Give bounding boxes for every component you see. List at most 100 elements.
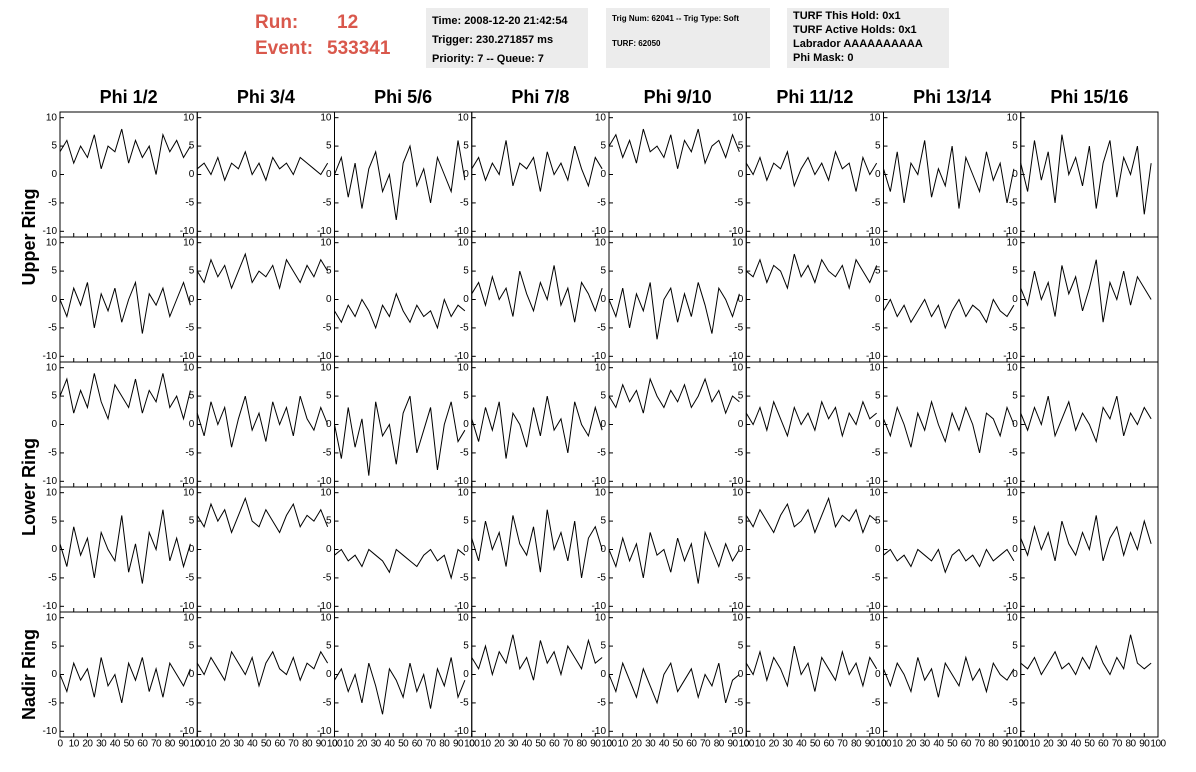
x-tick-label: 40 bbox=[247, 739, 258, 750]
x-tick-label: 100 bbox=[739, 739, 755, 750]
y-tick-label: 10 bbox=[183, 237, 195, 248]
y-tick-label: 0 bbox=[1012, 669, 1018, 680]
run-line: Run: 12 bbox=[255, 12, 358, 34]
x-tick-label: 50 bbox=[947, 739, 958, 750]
y-tick-label: -10 bbox=[592, 226, 607, 237]
x-tick-label: 90 bbox=[178, 739, 189, 750]
y-tick-label: -10 bbox=[43, 601, 58, 612]
waveform bbox=[1020, 134, 1152, 215]
row-title: Upper Ring bbox=[19, 189, 39, 286]
panel-frame bbox=[1020, 111, 1159, 238]
panel-frame bbox=[745, 486, 884, 613]
info-line: TURF Active Holds: 0x1 bbox=[793, 24, 917, 36]
waveform bbox=[59, 657, 191, 704]
x-tick-label: 90 bbox=[727, 739, 738, 750]
x-tick-label: 0 bbox=[1018, 739, 1024, 750]
y-tick-label: 0 bbox=[738, 419, 744, 430]
waveform bbox=[334, 395, 466, 476]
y-tick-label: 5 bbox=[875, 266, 881, 277]
info-line: Time: 2008-12-20 21:42:54 bbox=[432, 15, 568, 27]
x-tick-label: 80 bbox=[165, 739, 176, 750]
event-line: Event: 533341 bbox=[255, 38, 390, 60]
run-label: Run: bbox=[255, 12, 299, 33]
y-tick-label: 5 bbox=[51, 266, 57, 277]
y-tick-label: 10 bbox=[46, 362, 58, 373]
y-tick-label: 5 bbox=[326, 391, 332, 402]
y-tick-label: 10 bbox=[320, 112, 332, 123]
y-tick-label: -5 bbox=[323, 448, 332, 459]
y-tick-label: 5 bbox=[738, 141, 744, 152]
x-tick-label: 40 bbox=[796, 739, 807, 750]
x-tick-label: 0 bbox=[469, 739, 475, 750]
y-tick-label: 10 bbox=[869, 112, 881, 123]
y-tick-label: -10 bbox=[180, 476, 195, 487]
info-line: Priority: 7 -- Queue: 7 bbox=[432, 53, 544, 65]
x-tick-label: 90 bbox=[590, 739, 601, 750]
info-line: Trigger: 230.271857 ms bbox=[432, 34, 554, 46]
x-tick-label: 40 bbox=[522, 739, 533, 750]
x-tick-label: 30 bbox=[96, 739, 107, 750]
x-tick-label: 80 bbox=[576, 739, 587, 750]
y-tick-label: -10 bbox=[454, 226, 469, 237]
y-tick-label: -10 bbox=[866, 476, 881, 487]
x-tick-label: 0 bbox=[881, 739, 887, 750]
x-tick-label: 20 bbox=[769, 739, 780, 750]
waveform bbox=[196, 496, 329, 534]
x-tick-label: 10 bbox=[755, 739, 766, 750]
waveform bbox=[334, 292, 466, 330]
waveform bbox=[883, 140, 1015, 209]
x-tick-label: 20 bbox=[1043, 739, 1054, 750]
y-tick-label: -5 bbox=[460, 698, 469, 709]
y-tick-label: -5 bbox=[460, 198, 469, 209]
y-tick-label: -10 bbox=[1003, 726, 1018, 737]
x-tick-label: 10 bbox=[1029, 739, 1040, 750]
y-tick-label: -10 bbox=[1003, 351, 1018, 362]
waveform bbox=[883, 298, 1015, 330]
y-tick-label: 5 bbox=[189, 641, 195, 652]
event-label: Event: bbox=[255, 38, 314, 59]
y-tick-label: 10 bbox=[595, 362, 607, 373]
waveform bbox=[1020, 634, 1152, 676]
event-number: 533341 bbox=[327, 38, 391, 59]
column-title: Phi 5/6 bbox=[374, 87, 432, 107]
y-tick-label: 0 bbox=[51, 294, 57, 305]
y-tick-label: 10 bbox=[46, 237, 58, 248]
y-tick-label: -10 bbox=[454, 726, 469, 737]
x-tick-label: 80 bbox=[439, 739, 450, 750]
waveform bbox=[471, 265, 603, 323]
y-tick-label: 5 bbox=[1012, 391, 1018, 402]
x-tick-label: 90 bbox=[316, 739, 327, 750]
x-tick-label: 100 bbox=[327, 739, 343, 750]
y-tick-label: 10 bbox=[458, 362, 470, 373]
y-tick-label: 0 bbox=[463, 669, 469, 680]
y-tick-label: 0 bbox=[326, 419, 332, 430]
x-tick-label: 80 bbox=[1125, 739, 1136, 750]
y-tick-label: -5 bbox=[734, 573, 743, 584]
panel-frame bbox=[471, 361, 610, 488]
panel-frame bbox=[196, 236, 335, 363]
y-tick-label: -10 bbox=[317, 476, 332, 487]
x-tick-label: 50 bbox=[261, 739, 272, 750]
y-tick-label: -10 bbox=[317, 351, 332, 362]
x-tick-label: 70 bbox=[151, 739, 162, 750]
y-tick-label: 0 bbox=[600, 294, 606, 305]
x-tick-label: 0 bbox=[57, 739, 63, 750]
column-title: Phi 15/16 bbox=[1050, 87, 1128, 107]
y-tick-label: -5 bbox=[460, 573, 469, 584]
waveform bbox=[196, 252, 329, 291]
y-tick-label: -5 bbox=[185, 448, 194, 459]
y-tick-label: 0 bbox=[875, 169, 881, 180]
y-tick-label: 10 bbox=[595, 612, 607, 623]
x-tick-label: 70 bbox=[975, 739, 986, 750]
x-tick-label: 20 bbox=[906, 739, 917, 750]
y-tick-label: 0 bbox=[875, 294, 881, 305]
y-tick-label: 0 bbox=[326, 294, 332, 305]
y-tick-label: -5 bbox=[1009, 573, 1018, 584]
x-tick-label: 100 bbox=[1013, 739, 1029, 750]
y-tick-label: 10 bbox=[595, 237, 607, 248]
y-tick-label: -5 bbox=[323, 698, 332, 709]
y-tick-label: 5 bbox=[189, 141, 195, 152]
y-tick-label: 0 bbox=[189, 669, 195, 680]
x-tick-label: 60 bbox=[824, 739, 835, 750]
panel-frame bbox=[608, 611, 747, 738]
